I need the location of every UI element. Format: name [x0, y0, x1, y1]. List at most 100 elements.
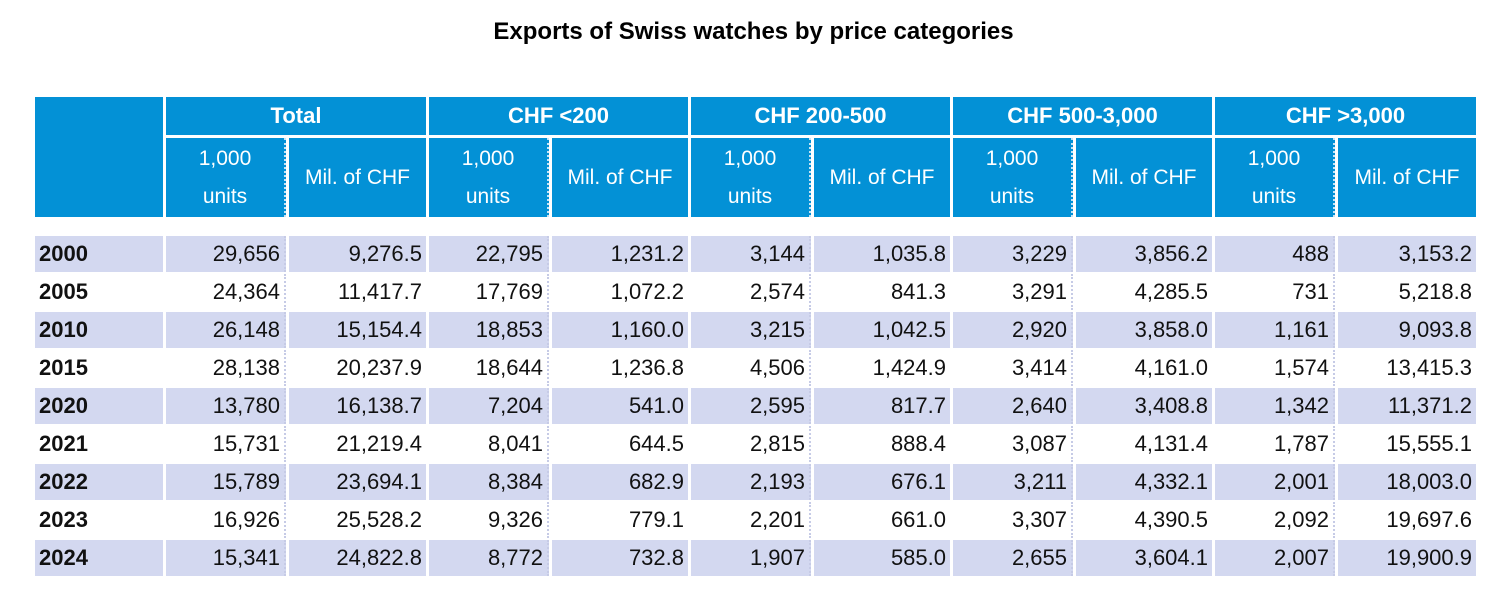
mil-chf-cell: 21,219.4 [336, 431, 422, 456]
mil-chf-cell: 644.5 [628, 431, 684, 456]
mil-chf-cell: 18,003.0 [1338, 464, 1476, 500]
table-row: 2022 15,789 23,694.1 8,384 682.9 2,193 676.1 3,… [35, 464, 1476, 500]
year-cell: 2022 [35, 464, 163, 500]
units-cell: 17,769 [429, 274, 549, 310]
year-cell: 2024 [35, 540, 163, 576]
units-cell: 18,644 [429, 350, 549, 386]
units-cell: 3,215 [691, 312, 811, 348]
mil-chf-cell: 661.0 [890, 507, 946, 532]
units-cell: 2,815 [691, 426, 811, 462]
units-cell: 29,656 [166, 236, 286, 272]
units-cell: 3,144 [691, 236, 811, 272]
mil-chf-cell: 23,694.1 [289, 464, 426, 500]
units-cell: 2,640 [953, 388, 1073, 424]
units-cell: 16,926 [166, 502, 286, 538]
mil-chf-header: Mil. of CHF [552, 138, 688, 217]
units-cell: 2,595 [691, 388, 811, 424]
mil-chf-cell: 3,604.1 [1076, 540, 1212, 576]
mil-chf-cell: 5,218.8 [1398, 279, 1472, 304]
year-cell: 2005 [39, 279, 88, 304]
units-cell: 2,201 [691, 502, 811, 538]
mil-chf-cell: 4,161.0 [1134, 355, 1208, 380]
mil-chf-cell: 11,371.2 [1338, 388, 1476, 424]
mil-chf-cell: 1,072.2 [610, 279, 684, 304]
units-cell: 2,007 [1215, 540, 1335, 576]
corner-cell [35, 97, 163, 217]
units-cell: 26,148 [166, 312, 286, 348]
units-cell: 2,920 [953, 312, 1073, 348]
units-cell: 3,291 [953, 274, 1073, 310]
mil-chf-cell: 25,528.2 [336, 507, 422, 532]
units-cell: 13,780 [166, 388, 286, 424]
year-cell: 2015 [39, 355, 88, 380]
table-row: 2021 15,731 21,219.4 8,041 644.5 2,815 888.4 3,… [35, 426, 1476, 462]
units-cell: 15,731 [166, 426, 286, 462]
mil-chf-cell: 15,154.4 [289, 312, 426, 348]
year-cell: 2021 [39, 431, 88, 456]
mil-chf-cell: 541.0 [552, 388, 688, 424]
units-cell: 2,574 [691, 274, 811, 310]
units-cell: 9,326 [429, 502, 549, 538]
units-header: 1,000 units [429, 138, 549, 217]
group-header: CHF >3,000 [1215, 97, 1476, 135]
mil-chf-cell: 4,390.5 [1134, 507, 1208, 532]
mil-chf-cell: 1,042.5 [814, 312, 950, 348]
units-cell: 488 [1215, 236, 1335, 272]
units-cell: 24,364 [166, 274, 286, 310]
mil-chf-cell: 3,858.0 [1076, 312, 1212, 348]
units-cell: 2,001 [1215, 464, 1335, 500]
group-header: Total [166, 97, 426, 135]
mil-chf-cell: 16,138.7 [289, 388, 426, 424]
table-row: 2020 13,780 16,138.7 7,204 541.0 2,595 817.7 2,… [35, 388, 1476, 424]
mil-chf-cell: 888.4 [890, 431, 946, 456]
units-cell: 15,789 [166, 464, 286, 500]
units-cell: 7,204 [429, 388, 549, 424]
mil-chf-cell: 1,236.8 [610, 355, 684, 380]
group-header: CHF 200-500 [691, 97, 950, 135]
mil-chf-cell: 9,276.5 [289, 236, 426, 272]
units-header: 1,000 units [166, 138, 286, 217]
units-cell: 4,506 [691, 350, 811, 386]
mil-chf-cell: 3,408.8 [1076, 388, 1212, 424]
units-cell: 731 [1215, 274, 1335, 310]
units-cell: 8,772 [429, 540, 549, 576]
mil-chf-cell: 1,231.2 [552, 236, 688, 272]
year-cell: 2010 [35, 312, 163, 348]
units-cell: 2,092 [1215, 502, 1335, 538]
mil-chf-cell: 4,332.1 [1076, 464, 1212, 500]
mil-chf-cell: 841.3 [890, 279, 946, 304]
units-header: 1,000 units [1215, 138, 1335, 217]
group-header: CHF <200 [429, 97, 688, 135]
units-cell: 28,138 [166, 350, 286, 386]
table-row: 2023 16,926 25,528.2 9,326 779.1 2,201 661.0 3,… [35, 502, 1476, 538]
year-cell: 2023 [39, 507, 88, 532]
units-cell: 15,341 [166, 540, 286, 576]
units-cell: 3,229 [953, 236, 1073, 272]
units-cell: 1,907 [691, 540, 811, 576]
mil-chf-cell: 1,160.0 [552, 312, 688, 348]
table-header: Total CHF <200 CHF 200-500 CHF 500-3,000 CHF… [32, 94, 1479, 220]
units-cell: 3,087 [953, 426, 1073, 462]
units-cell: 1,161 [1215, 312, 1335, 348]
mil-chf-cell: 1,035.8 [814, 236, 950, 272]
units-cell: 1,574 [1215, 350, 1335, 386]
mil-chf-header: Mil. of CHF [814, 138, 950, 217]
mil-chf-cell: 24,822.8 [289, 540, 426, 576]
mil-chf-cell: 732.8 [552, 540, 688, 576]
mil-chf-cell: 676.1 [814, 464, 950, 500]
units-cell: 3,414 [953, 350, 1073, 386]
table-row: 2015 28,138 20,237.9 18,644 1,236.8 4,506 1,42… [35, 350, 1476, 386]
mil-chf-cell: 4,285.5 [1134, 279, 1208, 304]
units-header: 1,000 units [953, 138, 1073, 217]
mil-chf-cell: 3,856.2 [1076, 236, 1212, 272]
mil-chf-cell: 15,555.1 [1386, 431, 1472, 456]
units-cell: 18,853 [429, 312, 549, 348]
units-cell: 8,041 [429, 426, 549, 462]
mil-chf-cell: 682.9 [552, 464, 688, 500]
mil-chf-header: Mil. of CHF [1338, 138, 1476, 217]
mil-chf-cell: 1,424.9 [872, 355, 946, 380]
mil-chf-cell: 11,417.7 [337, 279, 422, 304]
table-row: 2024 15,341 24,822.8 8,772 732.8 1,907 585.0 2,… [35, 540, 1476, 576]
mil-chf-cell: 19,697.6 [1386, 507, 1472, 532]
units-cell: 22,795 [429, 236, 549, 272]
